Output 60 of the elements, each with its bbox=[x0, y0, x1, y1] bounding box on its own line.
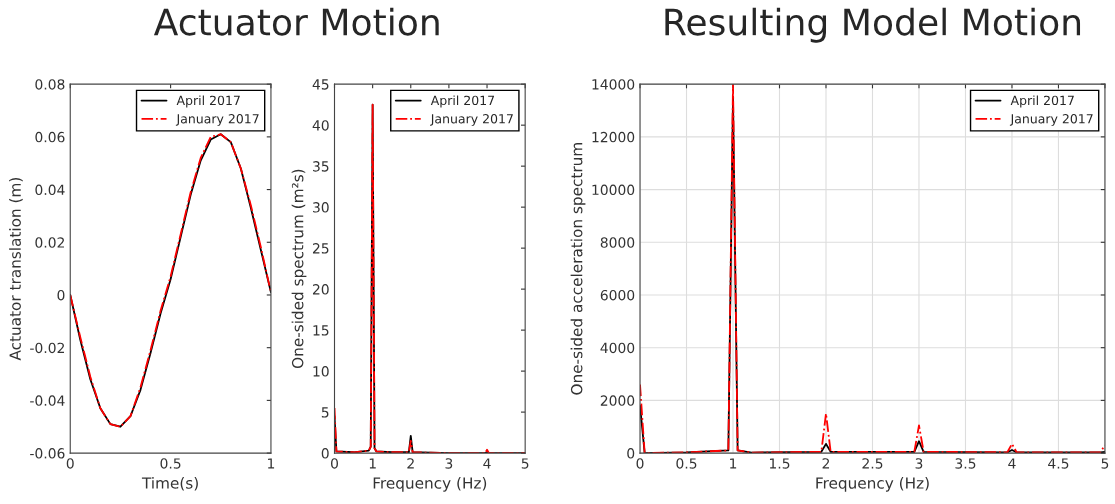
y-tick-label: 30 bbox=[313, 202, 329, 213]
x-tick-label: 4 bbox=[483, 458, 491, 469]
y-tick-label: 0.08 bbox=[35, 79, 65, 90]
y-tick-label: -0.06 bbox=[30, 448, 65, 459]
y-tick-label: -0.02 bbox=[30, 342, 64, 354]
chart-title: Actuator Motion bbox=[153, 7, 439, 36]
x-tick-label: 1 bbox=[369, 458, 376, 469]
y-axis-title: Actuator translation (m) bbox=[9, 177, 23, 361]
x-tick-label: 4 bbox=[1008, 458, 1016, 469]
legend-label: April 2017 bbox=[1010, 95, 1074, 108]
y-tick-label: 15 bbox=[313, 325, 329, 336]
y-tick-label: 0 bbox=[57, 289, 65, 301]
x-tick-label: 1.5 bbox=[769, 458, 790, 469]
y-tick-label: 25 bbox=[312, 243, 329, 254]
y-tick-label: 2000 bbox=[600, 395, 635, 406]
x-tick-label: 0 bbox=[636, 458, 644, 469]
y-tick-label: 5 bbox=[321, 407, 329, 418]
y-tick-label: 14000 bbox=[592, 79, 635, 90]
x-tick-label: 1 bbox=[730, 458, 737, 469]
y-tick-label: -0.04 bbox=[30, 395, 65, 406]
x-tick-label: 0.5 bbox=[160, 458, 181, 469]
x-tick-label: 1 bbox=[268, 458, 275, 469]
y-tick-label: 10 bbox=[313, 366, 329, 377]
x-axis-title: Frequency (Hz) bbox=[816, 476, 929, 492]
chart-title: Resulting Model Motion bbox=[665, 7, 1081, 43]
x-tick-label: 3.5 bbox=[955, 458, 976, 469]
y-tick-label: 0 bbox=[321, 448, 329, 459]
y-axis-title: One-sided spectrum (m²s) bbox=[291, 169, 307, 369]
y-axis-title: One-sided acceleration spectrum bbox=[570, 143, 586, 395]
y-tick-label: 8000 bbox=[600, 237, 635, 248]
y-tick-label: 40 bbox=[312, 120, 329, 131]
x-tick-label: 5 bbox=[521, 458, 529, 469]
x-axis-title: Time(s) bbox=[141, 476, 198, 491]
y-tick-label: 10000 bbox=[592, 184, 635, 196]
y-tick-label: 0.04 bbox=[35, 184, 65, 196]
y-tick-label: 45 bbox=[312, 79, 329, 90]
y-tick-label: 12000 bbox=[592, 131, 635, 143]
x-tick-label: 2.5 bbox=[862, 458, 883, 469]
legend-label: April 2017 bbox=[430, 95, 495, 108]
x-tick-label: 2 bbox=[407, 458, 414, 469]
x-tick-label: 4.5 bbox=[1048, 458, 1069, 469]
x-tick-label: 2 bbox=[822, 458, 830, 469]
x-tick-label: 0 bbox=[66, 458, 74, 469]
legend-label: January 2017 bbox=[175, 113, 259, 126]
y-tick-label: 0.06 bbox=[35, 131, 65, 143]
y-tick-label: 0 bbox=[627, 448, 635, 459]
x-tick-label: 3 bbox=[915, 458, 923, 469]
y-tick-label: 35 bbox=[313, 161, 329, 172]
x-tick-label: 3 bbox=[445, 458, 453, 469]
y-tick-label: 20 bbox=[312, 284, 329, 295]
legend-label: January 2017 bbox=[1009, 113, 1093, 126]
x-tick-label: 5 bbox=[1101, 458, 1109, 469]
legend-label: April 2017 bbox=[176, 95, 240, 108]
y-tick-label: 6000 bbox=[600, 289, 635, 301]
x-tick-label: 0 bbox=[331, 458, 338, 469]
y-tick-label: 0.02 bbox=[35, 237, 64, 248]
legend-label: January 2017 bbox=[430, 113, 513, 126]
y-tick-label: 4000 bbox=[600, 342, 635, 354]
x-axis-title: Frequency (Hz) bbox=[373, 476, 487, 492]
x-tick-label: 0.5 bbox=[676, 458, 697, 469]
